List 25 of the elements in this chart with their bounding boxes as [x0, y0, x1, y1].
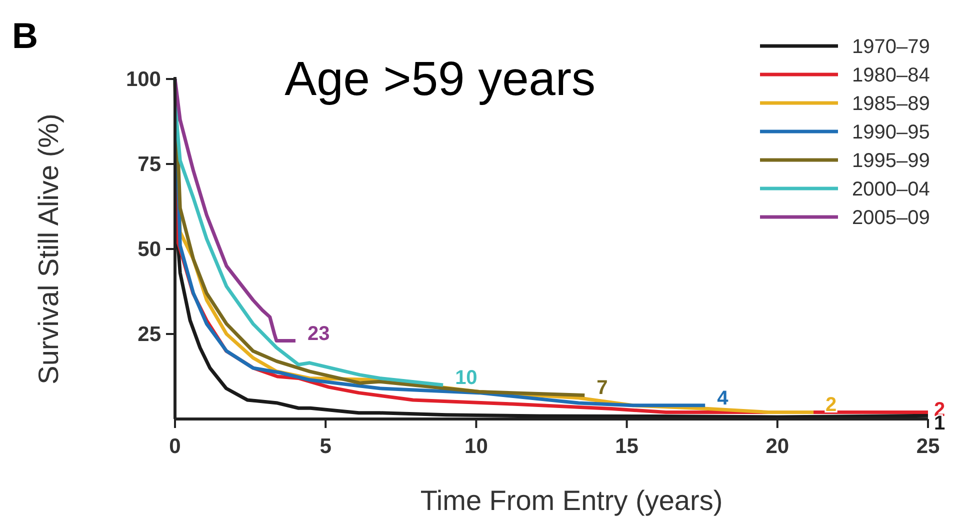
legend-label: 1980–84 [852, 64, 930, 86]
chart-title: Age >59 years [284, 53, 596, 106]
y-tick-label: 100 [126, 68, 161, 91]
x-tick-label: 10 [464, 435, 488, 458]
annotation: 4 [717, 387, 730, 410]
x-tick-label: 5 [320, 435, 332, 458]
legend-label: 1990–95 [852, 122, 930, 144]
legend-label: 1995–99 [852, 150, 930, 172]
legend-label: 2005–09 [852, 207, 930, 229]
x-tick-label: 25 [916, 435, 940, 458]
legend-label: 1985–89 [852, 93, 930, 115]
annotation: 23 [307, 322, 330, 345]
annotation: 10 [455, 367, 478, 389]
x-axis-title: Time From Entry (years) [420, 485, 723, 516]
legend-label: 1970–79 [852, 36, 930, 58]
y-tick-label: 50 [138, 238, 161, 261]
x-tick-label: 0 [169, 435, 181, 458]
annotation: 7 [596, 377, 608, 400]
y-tick-label: 75 [138, 153, 162, 176]
text: B [12, 15, 38, 56]
y-tick-label: 25 [138, 323, 162, 346]
x-tick-label: 15 [615, 435, 639, 458]
legend-label: 2000–04 [852, 178, 930, 200]
y-axis-title: Survival Still Alive (%) [33, 114, 64, 384]
x-tick-label: 20 [766, 435, 790, 458]
